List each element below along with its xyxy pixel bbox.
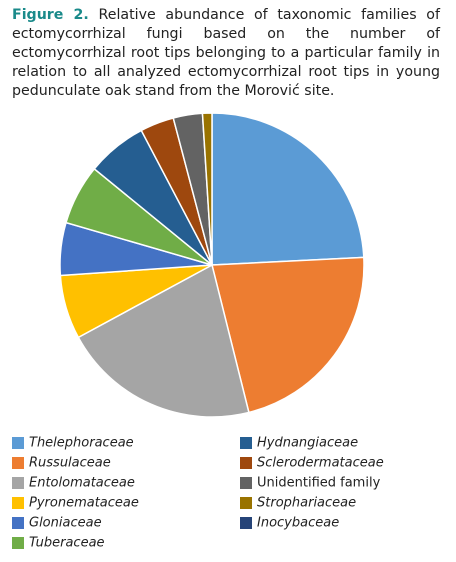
- legend-swatch: [240, 517, 252, 529]
- legend-swatch: [12, 497, 24, 509]
- pie-slice: [201, 112, 213, 266]
- legend-label: Sclerodermataceae: [257, 456, 384, 471]
- pie-slice: [77, 263, 250, 418]
- legend-label: Entolomataceae: [29, 476, 135, 491]
- legend-label: Gloniaceae: [29, 516, 102, 531]
- pie-slice: [211, 112, 365, 266]
- legend-swatch: [240, 457, 252, 469]
- legend-label: Unidentified family: [257, 476, 381, 491]
- legend-swatch: [12, 537, 24, 549]
- pie-slice: [211, 256, 365, 414]
- legend-swatch: [12, 517, 24, 529]
- legend-label: Hydnangiaceae: [257, 436, 358, 451]
- chart-title: Relative abundance of taxonomic families…: [12, 7, 440, 99]
- legend-label: Pyronemataceae: [29, 496, 139, 511]
- legend-label: Tuberaceae: [29, 536, 105, 551]
- legend-swatch: [240, 437, 252, 449]
- legend-swatch: [240, 497, 252, 509]
- legend-swatch: [12, 477, 24, 489]
- legend-label: Thelephoraceae: [29, 436, 134, 451]
- legend-swatch: [12, 437, 24, 449]
- legend-label: Strophariaceae: [257, 496, 356, 511]
- legend-label: Russulaceae: [29, 456, 111, 471]
- caption: Figure 2. Relative abundance of taxonomi…: [12, 6, 440, 101]
- legend-label: Inocybaceae: [257, 516, 339, 531]
- legend-swatch: [240, 477, 252, 489]
- legend-swatch: [12, 457, 24, 469]
- figure-label: Figure 2.: [12, 7, 89, 23]
